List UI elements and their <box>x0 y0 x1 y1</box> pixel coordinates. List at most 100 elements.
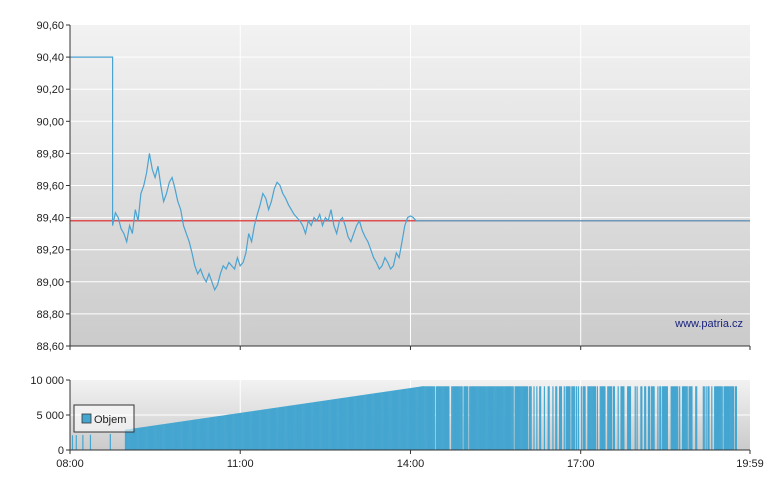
volume-bar <box>458 386 460 450</box>
volume-bar <box>679 386 681 450</box>
volume-bar <box>727 386 729 450</box>
volume-bar <box>173 422 175 450</box>
volume-bar <box>479 386 481 450</box>
volume-bar <box>565 386 567 450</box>
volume-bar <box>691 386 693 450</box>
volume-bar <box>186 420 188 450</box>
volume-bar <box>150 425 152 450</box>
volume-bar <box>267 408 269 450</box>
volume-bar <box>275 407 277 450</box>
volume-bar <box>282 406 284 450</box>
volume-bar <box>431 386 433 450</box>
volume-bar <box>349 396 352 450</box>
price-y-tick-label: 90,20 <box>36 84 64 96</box>
volume-panel: 10 000 5 000 0 08:00 11:00 14:00 17:00 19:59 O… <box>30 375 763 470</box>
volume-bar <box>467 386 469 450</box>
volume-bar <box>377 392 379 450</box>
volume-bar <box>547 386 549 450</box>
volume-bar <box>417 386 419 450</box>
volume-bar <box>370 393 372 450</box>
volume-bar <box>707 386 709 450</box>
volume-bar <box>490 386 493 450</box>
volume-bar <box>306 403 308 450</box>
volume-bar <box>214 416 216 450</box>
volume-bar <box>720 386 722 450</box>
volume-bar <box>131 428 133 450</box>
volume-bar <box>498 386 500 450</box>
price-y-tick-label: 89,20 <box>36 245 64 257</box>
volume-bar <box>203 418 205 450</box>
volume-bar <box>401 389 404 450</box>
volume-bar <box>440 386 442 450</box>
volume-bar <box>235 413 237 450</box>
volume-bar <box>410 387 412 450</box>
volume-bar <box>156 425 158 450</box>
volume-bar <box>530 386 532 450</box>
volume-bar <box>298 404 301 450</box>
volume-bar <box>167 423 169 450</box>
watermark: www.patria.cz <box>674 318 743 330</box>
volume-bar <box>337 398 339 450</box>
volume-bar <box>171 422 173 450</box>
volume-bar <box>152 425 154 450</box>
volume-bar <box>568 386 570 450</box>
volume-bar <box>201 418 203 450</box>
volume-bar <box>301 403 303 450</box>
volume-bar <box>158 424 161 450</box>
volume-bar <box>192 419 194 450</box>
volume-y-tick-label: 5 000 <box>36 410 64 422</box>
volume-bar <box>499 386 501 450</box>
volume-bar <box>622 386 624 450</box>
volume-bar <box>412 387 414 450</box>
volume-bar <box>536 386 538 450</box>
volume-bar <box>684 386 686 450</box>
volume-bar <box>198 418 200 450</box>
volume-bar <box>366 394 368 450</box>
volume-bar <box>671 386 673 450</box>
volume-bar <box>286 406 288 450</box>
volume-bar <box>418 386 420 450</box>
volume-bar <box>312 402 314 450</box>
volume-bar <box>323 400 325 450</box>
volume-bar <box>463 386 465 450</box>
volume-bar <box>628 386 631 450</box>
volume-bar <box>362 395 364 450</box>
volume-bar <box>496 386 498 450</box>
volume-bar <box>448 386 450 450</box>
volume-bar <box>355 395 357 450</box>
volume-bar <box>401 389 403 450</box>
volume-bar <box>169 423 171 450</box>
volume-bar <box>295 404 297 450</box>
volume-bar <box>419 386 422 450</box>
volume-bar <box>685 386 687 450</box>
volume-bar <box>604 386 606 450</box>
volume-bar <box>593 386 595 450</box>
volume-bar <box>174 422 176 450</box>
volume-bar <box>621 386 623 450</box>
volume-bar <box>358 395 360 450</box>
volume-bar <box>623 386 625 450</box>
volume-bar <box>451 386 453 450</box>
volume-bar <box>175 422 178 450</box>
volume-bar <box>641 386 643 450</box>
volume-bar <box>446 386 448 450</box>
volume-bar <box>533 386 535 450</box>
volume-bar <box>240 412 242 450</box>
volume-bar <box>471 386 474 450</box>
volume-bar <box>168 423 170 450</box>
volume-bar <box>265 409 267 450</box>
volume-bar <box>289 405 291 450</box>
volume-bar <box>241 412 243 450</box>
volume-bar <box>294 404 296 450</box>
volume-bar <box>199 418 201 450</box>
volume-bar <box>398 389 400 450</box>
volume-bar <box>735 386 738 450</box>
volume-bar <box>209 417 212 450</box>
volume-bar <box>453 386 455 450</box>
volume-bar <box>582 386 584 450</box>
price-y-tick-label: 89,00 <box>36 277 64 289</box>
volume-bar <box>511 386 513 450</box>
volume-bar <box>212 416 215 450</box>
volume-bar <box>529 386 531 450</box>
volume-bar <box>717 386 720 450</box>
